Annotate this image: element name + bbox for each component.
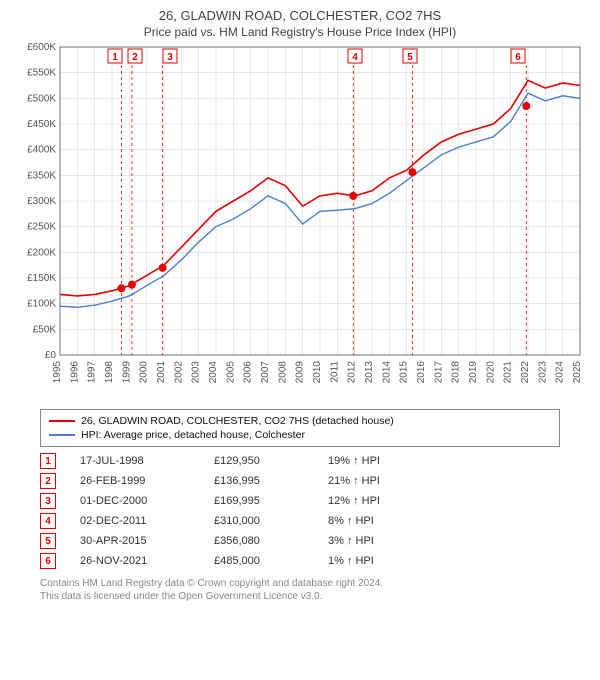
- svg-text:2016: 2016: [416, 361, 427, 384]
- transactions-table: 117-JUL-1998£129,95019% ↑ HPI226-FEB-199…: [40, 451, 560, 571]
- svg-text:£200K: £200K: [27, 247, 56, 258]
- transaction-row: 226-FEB-1999£136,99521% ↑ HPI: [40, 471, 560, 491]
- svg-text:2009: 2009: [295, 361, 306, 384]
- svg-text:2008: 2008: [277, 361, 288, 384]
- transaction-row: 402-DEC-2011£310,0008% ↑ HPI: [40, 511, 560, 531]
- svg-text:2000: 2000: [139, 361, 150, 384]
- svg-text:2018: 2018: [451, 361, 462, 384]
- svg-text:2011: 2011: [329, 361, 340, 383]
- transaction-marker: 3: [40, 493, 56, 509]
- svg-text:2006: 2006: [243, 361, 254, 384]
- legend: 26, GLADWIN ROAD, COLCHESTER, CO2 7HS (d…: [40, 409, 560, 447]
- legend-item: 26, GLADWIN ROAD, COLCHESTER, CO2 7HS (d…: [49, 414, 551, 428]
- page-title: 26, GLADWIN ROAD, COLCHESTER, CO2 7HS: [0, 0, 600, 23]
- svg-text:2002: 2002: [173, 361, 184, 384]
- svg-text:1996: 1996: [69, 361, 80, 384]
- svg-text:1995: 1995: [52, 361, 63, 384]
- attribution-line: Contains HM Land Registry data © Crown c…: [40, 577, 560, 590]
- svg-text:£550K: £550K: [27, 68, 56, 79]
- svg-text:2003: 2003: [191, 361, 202, 384]
- svg-text:2005: 2005: [225, 361, 236, 384]
- svg-text:2015: 2015: [399, 361, 410, 384]
- transaction-marker: 6: [40, 553, 56, 569]
- svg-text:£50K: £50K: [33, 324, 57, 335]
- svg-text:1997: 1997: [87, 361, 98, 384]
- svg-text:£0: £0: [45, 350, 57, 361]
- svg-text:£350K: £350K: [27, 170, 56, 181]
- attribution-line: This data is licensed under the Open Gov…: [40, 590, 560, 603]
- svg-text:4: 4: [352, 52, 358, 63]
- svg-text:£150K: £150K: [27, 273, 56, 284]
- svg-text:2004: 2004: [208, 361, 219, 384]
- attribution: Contains HM Land Registry data © Crown c…: [40, 577, 560, 603]
- svg-text:2013: 2013: [364, 361, 375, 384]
- svg-text:2021: 2021: [503, 361, 514, 384]
- svg-text:2: 2: [132, 52, 138, 63]
- svg-text:6: 6: [515, 52, 521, 63]
- transaction-row: 301-DEC-2000£169,99512% ↑ HPI: [40, 491, 560, 511]
- svg-text:£600K: £600K: [27, 43, 56, 53]
- svg-text:2022: 2022: [520, 361, 531, 384]
- transaction-row: 626-NOV-2021£485,0001% ↑ HPI: [40, 551, 560, 571]
- svg-text:£100K: £100K: [27, 299, 56, 310]
- svg-text:£300K: £300K: [27, 196, 56, 207]
- svg-text:2017: 2017: [433, 361, 444, 384]
- transaction-row: 530-APR-2015£356,0803% ↑ HPI: [40, 531, 560, 551]
- svg-text:2020: 2020: [485, 361, 496, 384]
- svg-text:2019: 2019: [468, 361, 479, 384]
- svg-text:1999: 1999: [121, 361, 132, 384]
- svg-text:5: 5: [407, 52, 413, 63]
- svg-text:2025: 2025: [572, 361, 583, 384]
- price-chart: £0 £50K £100K £150K £200K £250K £300K £350K £400…: [10, 43, 590, 403]
- legend-item: HPI: Average price, detached house, Colc…: [49, 428, 551, 442]
- svg-text:1: 1: [112, 52, 118, 63]
- svg-text:1998: 1998: [104, 361, 115, 384]
- svg-text:2024: 2024: [555, 361, 566, 384]
- svg-text:2007: 2007: [260, 361, 271, 384]
- svg-text:£400K: £400K: [27, 145, 56, 156]
- transaction-row: 117-JUL-1998£129,95019% ↑ HPI: [40, 451, 560, 471]
- transaction-marker: 1: [40, 453, 56, 469]
- svg-text:£250K: £250K: [27, 222, 56, 233]
- svg-text:2014: 2014: [381, 361, 392, 384]
- svg-text:2001: 2001: [156, 361, 167, 384]
- svg-text:2023: 2023: [537, 361, 548, 384]
- transaction-marker: 4: [40, 513, 56, 529]
- svg-text:2010: 2010: [312, 361, 323, 384]
- transaction-marker: 5: [40, 533, 56, 549]
- svg-text:2012: 2012: [347, 361, 358, 384]
- svg-text:£500K: £500K: [27, 93, 56, 104]
- svg-text:3: 3: [167, 52, 173, 63]
- svg-text:£450K: £450K: [27, 119, 56, 130]
- page-subtitle: Price paid vs. HM Land Registry's House …: [0, 25, 600, 39]
- transaction-marker: 2: [40, 473, 56, 489]
